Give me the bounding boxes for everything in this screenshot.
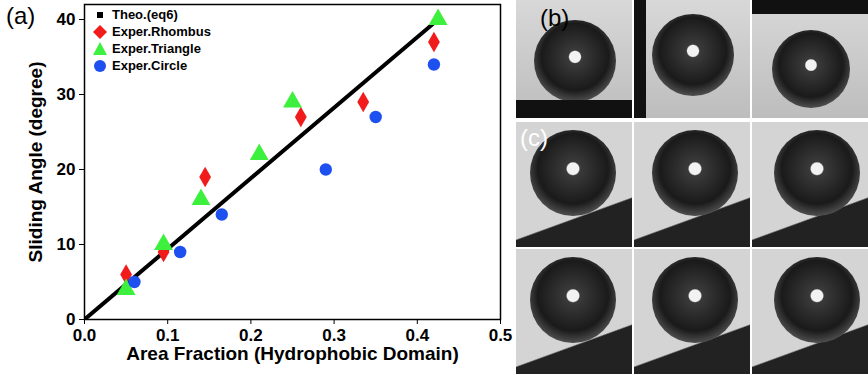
- svg-text:Area Fraction (Hydrophobic Dom: Area Fraction (Hydrophobic Domain): [126, 343, 459, 364]
- svg-text:40: 40: [57, 10, 76, 29]
- html-text:(a): (a): [6, 2, 36, 29]
- svg-text:10: 10: [57, 235, 76, 254]
- svg-text:20: 20: [57, 160, 76, 179]
- html-text:Theo.(eq6): Theo.(eq6): [112, 7, 178, 22]
- svg-text:Sliding Angle (degree): Sliding Angle (degree): [25, 62, 46, 263]
- html-text:(b): (b): [540, 4, 570, 31]
- svg-text:30: 30: [57, 85, 76, 104]
- svg-text:0.2: 0.2: [239, 325, 263, 345]
- html-text:(c): (c): [520, 124, 548, 151]
- html-text:Exper.Rhombus: Exper.Rhombus: [112, 24, 211, 39]
- svg-text:0.4: 0.4: [405, 325, 430, 345]
- svg-text:0.5: 0.5: [489, 326, 513, 345]
- svg-text:0.0: 0.0: [73, 326, 97, 345]
- svg-text:0: 0: [66, 309, 76, 329]
- html-text:Exper.Triangle: Exper.Triangle: [112, 41, 201, 56]
- html-text:Exper.Circle: Exper.Circle: [112, 58, 188, 73]
- svg-text:0.3: 0.3: [322, 325, 346, 345]
- svg-text:0.1: 0.1: [155, 325, 180, 345]
